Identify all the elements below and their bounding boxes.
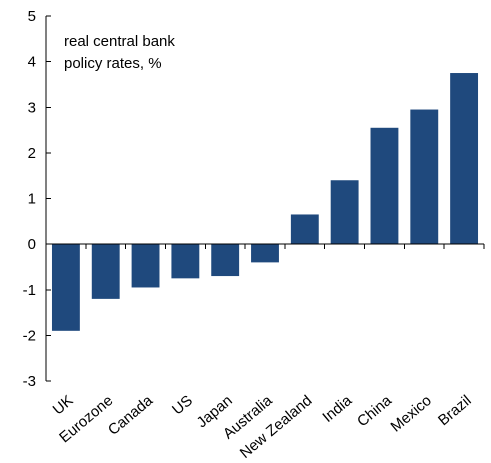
bar-australia: [251, 244, 279, 263]
annotation-line-2: policy rates, %: [64, 55, 162, 72]
bar-eurozone: [91, 244, 120, 299]
x-axis: [45, 243, 485, 250]
x-tick-label: Mexico: [388, 392, 435, 436]
y-tick-label: -3: [23, 373, 36, 390]
bar-new-zealand: [290, 214, 319, 245]
bar-india: [330, 180, 359, 245]
y-tick-label: -2: [23, 327, 36, 344]
bar-japan: [211, 244, 240, 277]
bar-us: [171, 244, 200, 279]
bar-china: [370, 127, 399, 245]
bar-brazil: [450, 73, 479, 245]
x-tick-label: India: [319, 392, 355, 426]
bar-mexico: [410, 109, 439, 245]
y-tick-label: 0: [28, 236, 36, 253]
y-tick-label: 2: [28, 145, 36, 162]
y-tick-label: 5: [28, 8, 36, 25]
x-tick-label: US: [169, 392, 196, 418]
x-tick-label: Brazil: [435, 392, 475, 429]
y-tick-label: 3: [28, 99, 36, 116]
y-tick-label: -1: [23, 282, 36, 299]
x-tick-label: Canada: [105, 392, 157, 439]
y-axis: -3 -2 -1 0 1 2 3 4 5: [23, 8, 51, 390]
bar-canada: [131, 244, 160, 288]
bar-uk: [51, 244, 80, 331]
x-tick-label: UK: [50, 392, 77, 418]
bars: [51, 73, 479, 331]
y-tick-label: 4: [28, 54, 36, 71]
y-tick-label: 1: [28, 191, 36, 208]
annotation-line-1: real central bank: [64, 33, 175, 50]
